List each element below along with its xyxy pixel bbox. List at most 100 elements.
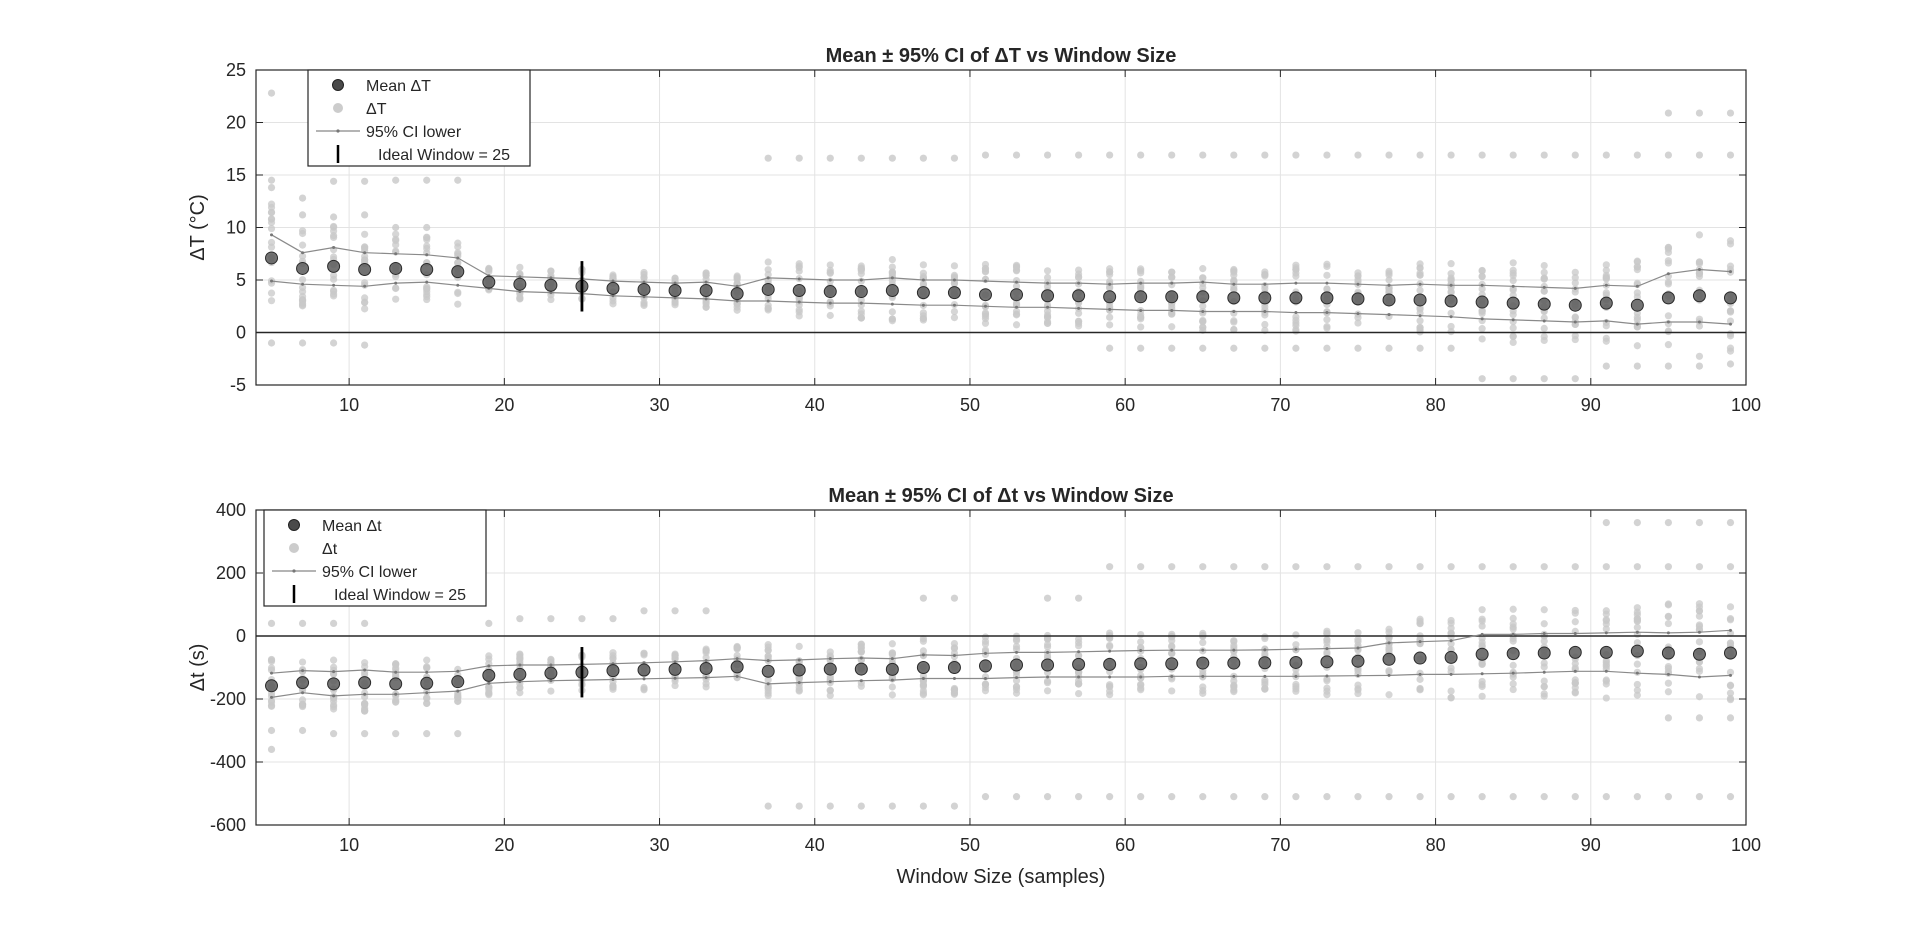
raw-point bbox=[1478, 309, 1486, 317]
raw-point bbox=[1509, 661, 1517, 669]
ci-upper-marker bbox=[425, 253, 429, 257]
raw-point bbox=[1695, 231, 1704, 239]
raw-point bbox=[1726, 603, 1735, 611]
raw-point bbox=[330, 253, 338, 261]
raw-point bbox=[1447, 151, 1455, 159]
raw-point bbox=[330, 177, 338, 185]
mean-point bbox=[1010, 658, 1024, 672]
raw-point bbox=[1012, 689, 1021, 697]
raw-point bbox=[1354, 681, 1362, 689]
raw-point bbox=[1230, 683, 1238, 691]
ci-upper-marker bbox=[301, 251, 305, 255]
raw-point bbox=[1323, 687, 1331, 695]
raw-point bbox=[267, 666, 276, 674]
raw-point bbox=[764, 689, 772, 697]
raw-point bbox=[981, 680, 990, 688]
raw-point bbox=[1664, 563, 1672, 571]
raw-point bbox=[1540, 287, 1548, 295]
raw-point bbox=[764, 641, 772, 649]
x-tick-label: 30 bbox=[650, 835, 670, 855]
ci-lower-marker bbox=[518, 290, 522, 294]
raw-point bbox=[1664, 327, 1672, 335]
raw-point bbox=[826, 802, 834, 810]
raw-point bbox=[1354, 563, 1362, 571]
raw-point bbox=[1199, 563, 1207, 571]
raw-point bbox=[1540, 682, 1548, 691]
raw-point bbox=[1602, 519, 1610, 527]
raw-point bbox=[1633, 342, 1641, 350]
raw-point bbox=[267, 89, 276, 97]
raw-point bbox=[1726, 347, 1735, 355]
mean-point bbox=[792, 284, 806, 297]
ci-lower-marker bbox=[1728, 673, 1732, 677]
raw-point bbox=[1199, 302, 1207, 310]
mean-point bbox=[389, 261, 403, 275]
raw-point bbox=[1043, 793, 1052, 801]
raw-point bbox=[609, 683, 617, 691]
raw-point bbox=[267, 224, 276, 233]
raw-point bbox=[1695, 315, 1704, 323]
raw-point bbox=[857, 154, 865, 162]
raw-point bbox=[950, 307, 959, 316]
raw-point bbox=[298, 619, 307, 628]
y-tick-label: -200 bbox=[210, 689, 246, 709]
ci-lower-marker bbox=[487, 681, 491, 685]
raw-point bbox=[1509, 563, 1517, 571]
raw-point bbox=[1106, 629, 1114, 637]
mean-point bbox=[1134, 657, 1148, 671]
mean-point bbox=[451, 265, 465, 279]
raw-point bbox=[1695, 664, 1704, 673]
raw-point bbox=[330, 233, 338, 242]
ci-lower-marker bbox=[1139, 675, 1143, 679]
raw-point bbox=[454, 243, 462, 251]
raw-point bbox=[298, 339, 307, 347]
raw-point bbox=[298, 702, 307, 711]
raw-point bbox=[919, 154, 927, 162]
raw-point bbox=[330, 275, 338, 283]
raw-point bbox=[547, 267, 555, 275]
ci-lower-marker bbox=[673, 676, 677, 680]
raw-point bbox=[1447, 563, 1455, 571]
mean-point bbox=[420, 263, 434, 276]
ci-upper-marker bbox=[270, 671, 274, 675]
raw-point bbox=[1106, 563, 1114, 571]
mean-point bbox=[1289, 291, 1303, 305]
raw-point bbox=[1664, 679, 1672, 687]
mean-point bbox=[916, 661, 930, 674]
raw-point bbox=[392, 235, 400, 243]
raw-point bbox=[1168, 687, 1176, 695]
mean-point bbox=[544, 278, 558, 292]
raw-point bbox=[1478, 325, 1486, 333]
raw-point bbox=[1726, 332, 1735, 340]
raw-point bbox=[733, 643, 741, 652]
raw-point bbox=[795, 683, 803, 691]
y-tick-label: 0 bbox=[236, 323, 246, 343]
raw-point bbox=[1168, 633, 1176, 641]
legend-raw-marker bbox=[289, 543, 299, 553]
ci-lower-marker bbox=[642, 295, 646, 299]
raw-point bbox=[764, 802, 772, 810]
ci-lower-marker bbox=[332, 694, 336, 698]
ci-lower-marker bbox=[1139, 308, 1143, 312]
raw-point bbox=[888, 802, 896, 810]
raw-point bbox=[1168, 793, 1176, 801]
raw-point bbox=[267, 619, 276, 628]
raw-point bbox=[423, 244, 431, 253]
raw-point bbox=[1261, 303, 1269, 311]
raw-point bbox=[1292, 264, 1300, 272]
raw-point bbox=[1012, 282, 1021, 290]
ci-upper-marker bbox=[952, 278, 956, 282]
y-tick-label: 20 bbox=[226, 113, 246, 133]
x-tick-label: 40 bbox=[805, 395, 825, 415]
plot-area: 10 20 30 40 50 60 70 80 90 100 -5 0 5 10 15 20 25 bbox=[226, 60, 1761, 415]
ci-lower-marker bbox=[1294, 674, 1298, 678]
raw-point bbox=[981, 637, 990, 645]
raw-point bbox=[1323, 316, 1331, 324]
ci-upper-marker bbox=[394, 670, 398, 674]
raw-point bbox=[1385, 276, 1393, 284]
ci-upper-line bbox=[271, 629, 1731, 674]
mean-point bbox=[1041, 658, 1055, 672]
raw-point bbox=[950, 262, 959, 270]
chart-delta-temperature: Mean ± 95% CI of ΔT vs Window Size ΔT (°… bbox=[187, 45, 1761, 415]
raw-point bbox=[640, 270, 648, 279]
